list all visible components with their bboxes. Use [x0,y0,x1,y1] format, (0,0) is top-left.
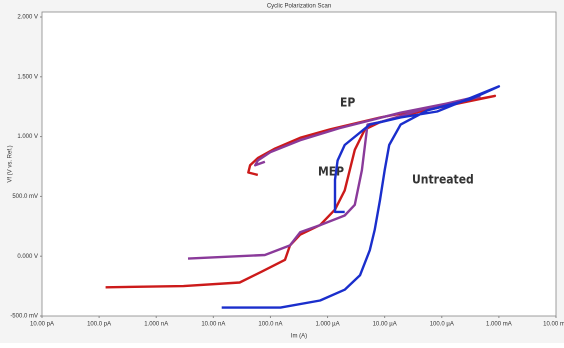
x-tick-label: 1.000 nA [144,322,168,328]
x-axis-label: Im (A) [291,334,307,340]
x-tick-label: 100.0 µA [430,322,454,328]
y-tick-label: 500.0 mV [12,194,38,200]
x-tick-label: 10.00 nA [201,322,225,328]
y-axis-label: Vf (V vs. Ref.) [8,145,14,182]
series-line [221,85,501,309]
plot-area [41,11,557,317]
y-tick-label: 0.000 V [17,254,38,260]
y-tick-label: 1.000 V [17,134,38,140]
series-label: MEP [318,165,344,179]
series-label: Untreated [412,173,474,187]
x-tick-label: 10.00 pA [30,322,54,328]
y-tick-label: 2.000 V [17,15,38,21]
x-tick-label: 10.00 µA [373,322,397,328]
x-tick-label: 10.00 mA [543,322,564,328]
x-tick-label: 100.0 nA [258,322,282,328]
series-line [187,95,481,260]
series-label: EP [340,96,355,110]
y-tick-label: -500.0 mV [10,314,38,320]
chart-title: Cyclic Polarization Scan [267,4,331,10]
x-tick-label: 1.000 µA [315,322,339,328]
x-tick-label: 100.0 pA [87,322,111,328]
y-tick-label: 1.500 V [17,74,38,80]
x-tick-label: 1.000 mA [486,322,512,328]
